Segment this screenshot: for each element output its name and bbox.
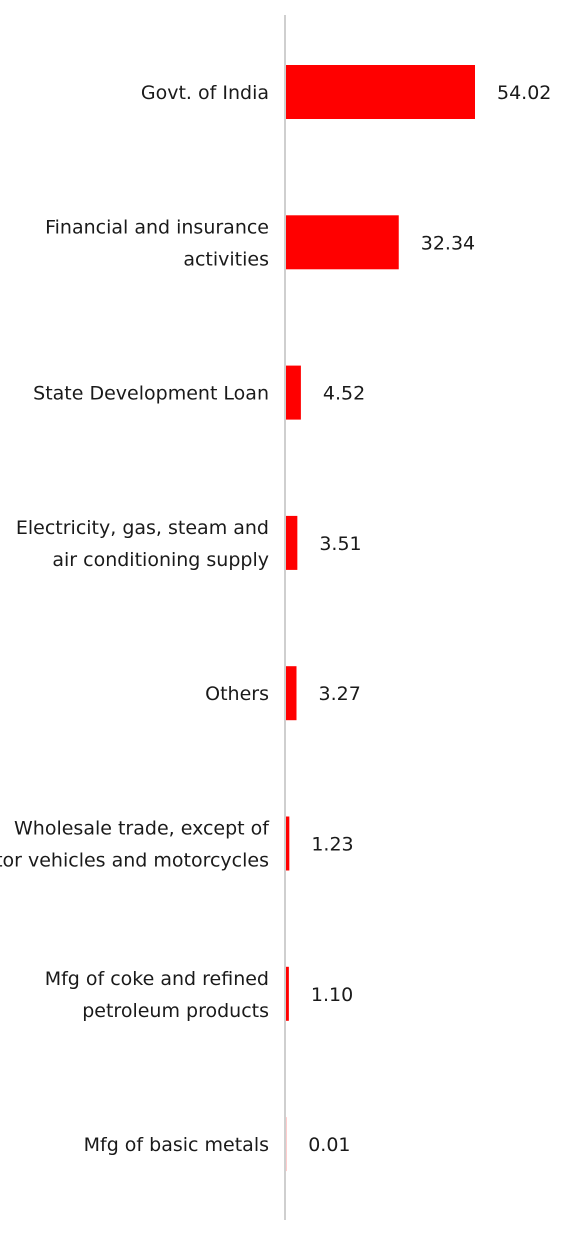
value-label: 4.52	[323, 383, 365, 405]
bar	[285, 365, 301, 420]
category-label: Govt. of India	[141, 82, 269, 104]
category-label: Wholesale trade, except ofmotor vehicles…	[0, 818, 270, 872]
category-label: Mfg of coke and refined petroleum product…	[45, 968, 269, 1022]
category-label: State Development Loan	[33, 383, 269, 405]
bar	[285, 816, 290, 871]
value-label: 1.23	[311, 834, 353, 856]
bar	[285, 515, 298, 570]
bar	[285, 215, 399, 270]
category-label: Others	[205, 683, 269, 705]
bar	[285, 666, 297, 721]
value-label: 3.51	[319, 533, 361, 555]
bar	[285, 966, 289, 1021]
value-labels-layer: 54.02 32.34 4.52 3.51 3.27 1.23 1.10 0.01	[308, 82, 551, 1156]
category-label: Financial and insurance activities	[45, 216, 269, 270]
value-label: 3.27	[319, 683, 361, 705]
category-labels-layer: Govt. of India Financial and insurance act…	[0, 82, 270, 1156]
bar	[285, 65, 475, 119]
value-label: 1.10	[311, 984, 353, 1006]
value-label: 32.34	[421, 232, 475, 254]
value-label: 0.01	[308, 1134, 350, 1156]
value-label: 54.02	[497, 82, 551, 104]
category-label: Electricity, gas, steam and air condition…	[16, 517, 269, 571]
bars-layer	[285, 65, 475, 1172]
category-label: Mfg of basic metals	[84, 1134, 269, 1156]
